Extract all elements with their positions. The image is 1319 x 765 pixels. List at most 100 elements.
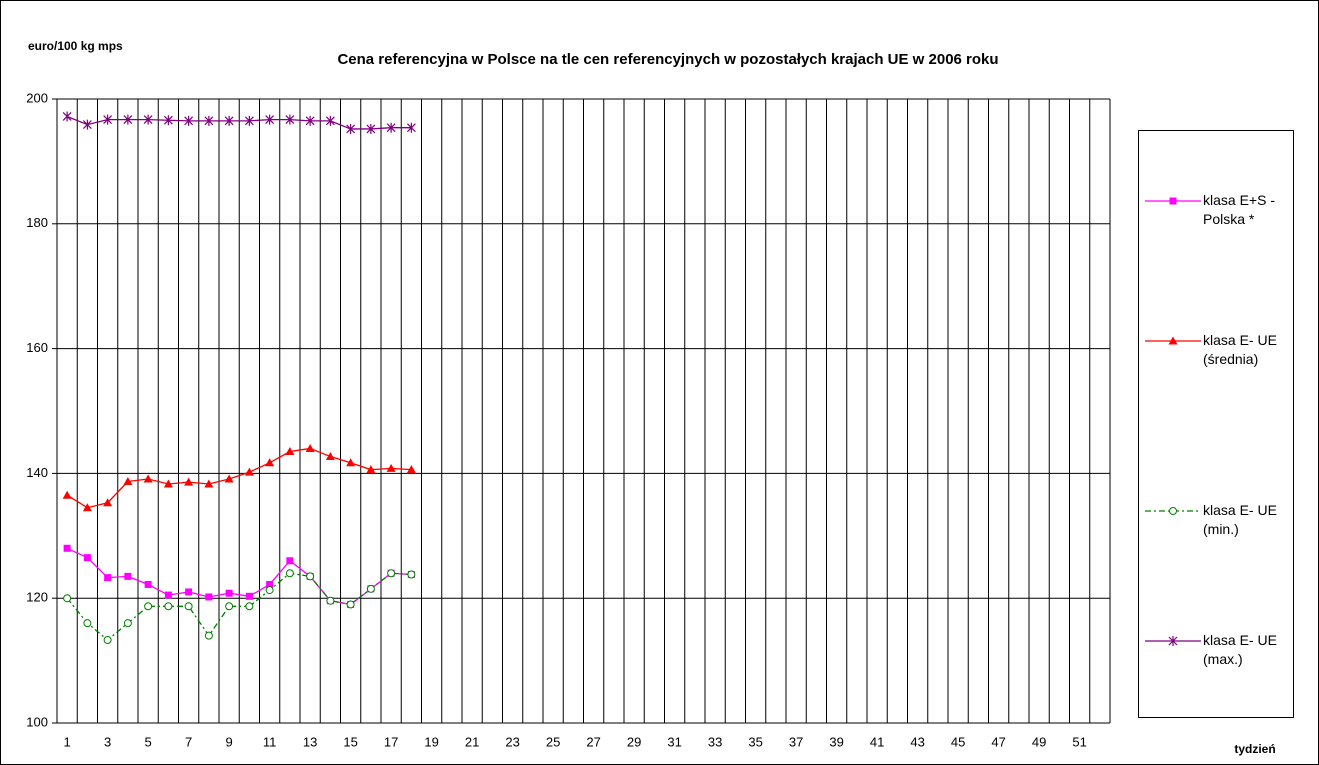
x-tick-label: 25 bbox=[546, 734, 560, 749]
y-tick-label: 100 bbox=[26, 714, 48, 729]
x-tick-label: 23 bbox=[505, 734, 519, 749]
x-tick-label: 7 bbox=[185, 734, 192, 749]
legend-entry: klasa E- UE (średnia) bbox=[1143, 331, 1293, 369]
legend-swatch bbox=[1145, 507, 1201, 515]
marker bbox=[163, 115, 173, 126]
marker bbox=[265, 458, 275, 467]
legend-label: klasa E- UE (max.) bbox=[1203, 632, 1277, 667]
x-tick-label: 39 bbox=[829, 734, 843, 749]
marker bbox=[407, 570, 416, 579]
marker bbox=[123, 114, 133, 125]
legend-label: klasa E- UE (min.) bbox=[1203, 502, 1277, 537]
y-tick-label: 180 bbox=[26, 215, 48, 230]
x-tick-label: 41 bbox=[870, 734, 884, 749]
marker bbox=[62, 490, 72, 499]
marker bbox=[184, 602, 193, 611]
marker bbox=[325, 452, 335, 461]
marker bbox=[366, 123, 376, 134]
marker bbox=[103, 636, 112, 645]
marker bbox=[103, 498, 113, 507]
marker bbox=[224, 474, 234, 483]
marker bbox=[285, 114, 295, 125]
x-tick-label: 9 bbox=[226, 734, 233, 749]
series-line bbox=[66, 572, 412, 641]
x-tick-label: 17 bbox=[384, 734, 398, 749]
marker bbox=[143, 114, 153, 125]
marker bbox=[124, 572, 132, 580]
marker bbox=[406, 465, 416, 474]
marker bbox=[164, 591, 172, 599]
marker bbox=[82, 119, 92, 130]
x-tick-label: 5 bbox=[145, 734, 152, 749]
marker bbox=[265, 114, 275, 125]
marker bbox=[346, 600, 355, 609]
y-tick-label: 200 bbox=[26, 90, 48, 105]
marker bbox=[144, 602, 153, 611]
legend-swatch bbox=[1145, 636, 1201, 646]
marker bbox=[205, 593, 213, 601]
legend-swatch bbox=[1145, 197, 1201, 205]
marker bbox=[184, 477, 194, 486]
x-tick-label: 1 bbox=[64, 734, 71, 749]
marker bbox=[143, 474, 153, 483]
marker bbox=[163, 479, 173, 488]
marker bbox=[63, 544, 71, 552]
marker bbox=[144, 580, 152, 588]
x-tick-label: 27 bbox=[586, 734, 600, 749]
marker bbox=[305, 115, 315, 126]
marker bbox=[62, 111, 72, 122]
marker bbox=[184, 115, 194, 126]
marker bbox=[387, 569, 396, 578]
x-tick-label: 21 bbox=[465, 734, 479, 749]
marker bbox=[164, 602, 173, 611]
marker bbox=[346, 123, 356, 134]
x-tick-label: 45 bbox=[951, 734, 965, 749]
marker bbox=[104, 574, 112, 582]
marker bbox=[406, 122, 416, 133]
marker bbox=[185, 588, 193, 596]
marker bbox=[1169, 197, 1177, 205]
x-tick-label: 15 bbox=[343, 734, 357, 749]
y-tick-label: 160 bbox=[26, 340, 48, 355]
marker bbox=[244, 467, 254, 476]
marker bbox=[225, 589, 233, 597]
marker bbox=[83, 619, 92, 628]
marker bbox=[82, 503, 92, 512]
x-axis-label: tydzień bbox=[1234, 742, 1275, 756]
marker bbox=[325, 115, 335, 126]
marker bbox=[285, 447, 295, 456]
x-tick-label: 11 bbox=[263, 734, 277, 749]
marker bbox=[1169, 507, 1177, 515]
legend-label: klasa E- UE (średnia) bbox=[1203, 332, 1277, 367]
marker bbox=[204, 631, 213, 640]
x-tick-label: 51 bbox=[1072, 734, 1086, 749]
x-tick-label: 31 bbox=[667, 734, 681, 749]
legend-label: klasa E+S - Polska * bbox=[1203, 192, 1275, 227]
legend-entry: klasa E- UE (max.) bbox=[1143, 631, 1293, 669]
x-tick-label: 3 bbox=[104, 734, 111, 749]
marker bbox=[305, 443, 315, 452]
marker bbox=[266, 580, 274, 588]
marker bbox=[225, 602, 234, 611]
marker bbox=[83, 554, 91, 562]
marker bbox=[1168, 336, 1178, 345]
x-tick-label: 13 bbox=[303, 734, 317, 749]
marker bbox=[386, 463, 396, 472]
marker bbox=[366, 465, 376, 474]
marker bbox=[123, 477, 133, 486]
y-tick-label: 140 bbox=[26, 465, 48, 480]
marker bbox=[346, 458, 356, 467]
marker bbox=[63, 594, 72, 603]
x-tick-label: 19 bbox=[424, 734, 438, 749]
x-tick-label: 49 bbox=[1032, 734, 1046, 749]
series-line bbox=[66, 115, 412, 130]
marker bbox=[204, 479, 214, 488]
x-tick-label: 47 bbox=[991, 734, 1005, 749]
legend-swatch bbox=[1145, 336, 1201, 345]
legend-entry: klasa E+S - Polska * bbox=[1143, 191, 1293, 229]
marker bbox=[265, 586, 274, 595]
marker bbox=[123, 619, 132, 628]
